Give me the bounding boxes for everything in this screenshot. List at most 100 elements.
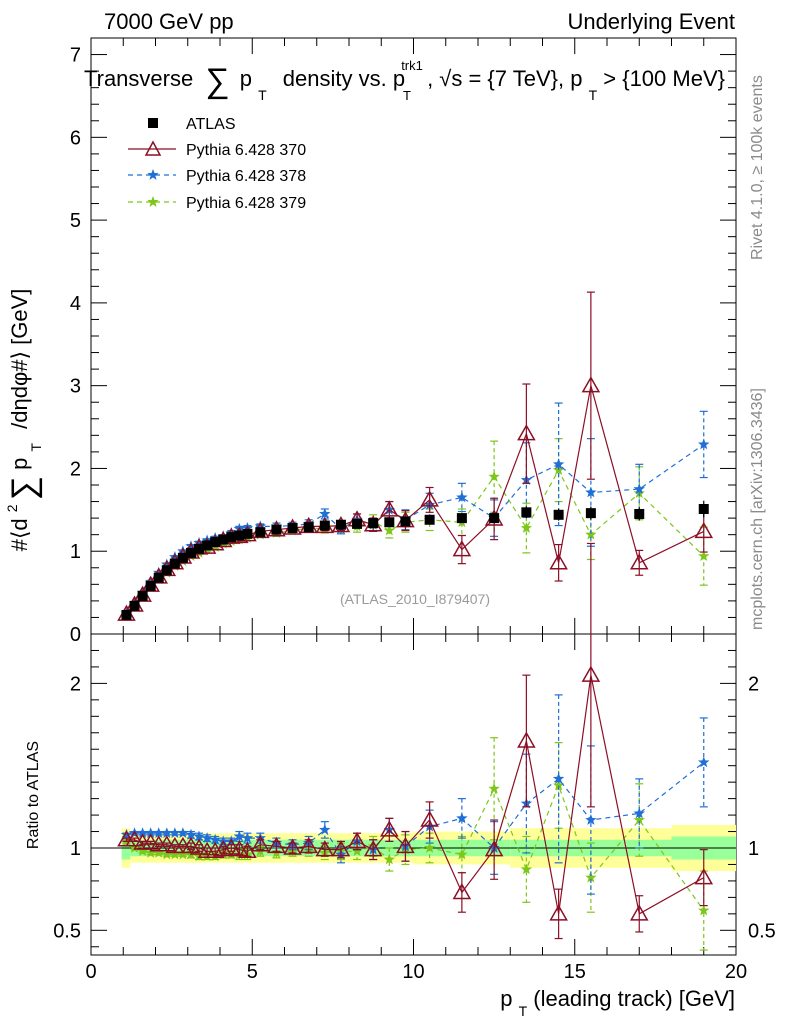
ratio-point-p378 [201,832,213,843]
ratio-point-p370 [238,841,257,859]
main-point-atlas [169,558,180,569]
ratio-axis-ticks: 0.5 0.51 12 20 5 10 15 20 [53,634,776,983]
main-point-p379 [488,470,500,482]
main-point-atlas [271,524,282,535]
ratio-point-p370 [363,840,383,857]
plot-title: Transverse ∑ p T density vs. p trk1 T , … [84,58,725,103]
legend-label-370: Pythia 6.428 370 [186,142,306,159]
main-point-p370 [420,490,439,507]
ratio-point-p379 [153,846,165,858]
main-point-p378 [633,483,645,494]
main-point-atlas [489,513,500,524]
main-point-atlas [424,514,435,525]
ratio-y-tick-label: 2 [70,673,81,695]
main-point-p370 [380,500,399,517]
ratio-point-p378 [209,833,221,845]
ratio-point-p378 [241,832,254,843]
main-point-p378 [456,491,468,503]
main-point-atlas [585,508,596,519]
main-point-p379 [698,550,710,561]
ratio-point-p378 [177,827,189,838]
main-point-atlas [368,518,379,529]
main-point-atlas [234,530,245,541]
main-point-atlas [634,508,645,519]
ratio-point-p370 [213,840,233,857]
ratio-point-p370 [267,836,286,854]
ratio-point-p370 [299,836,318,854]
main-point-p378 [552,458,565,470]
ratio-point-p378 [153,827,165,838]
main-point-atlas [456,513,467,524]
ratio-point-p370 [189,838,209,855]
main-point-atlas [352,518,363,529]
ratio-point-p370 [221,838,241,855]
ratio-plot-marks [117,542,714,951]
svg-text:#⟨d 2 ∑ p: #⟨d 2 ∑ p T /dηdφ#⟩ [GeV] [0,289,46,552]
ratio-point-p379 [552,779,565,791]
ratio-point-p379 [520,863,533,875]
main-point-p378 [585,486,597,498]
x-tick-label: 0 [85,961,96,983]
main-point-p378 [698,438,710,450]
ratio-point-p379 [423,842,436,853]
main-point-p378 [193,536,205,548]
ratio-point-p378 [193,830,205,842]
ratio-series-line-p378 [126,761,705,856]
ratio-point-p379 [193,850,205,862]
main-point-atlas [185,547,196,558]
side-text-rivet: Rivet 4.1.0, ≥ 100k events [749,75,766,260]
ratio-point-p370 [581,665,601,682]
ratio-point-p370 [517,731,536,748]
ratio-point-p378 [552,772,565,784]
y-axis-label-main: #⟨d 2 ∑ p T /dηdφ#⟩ [GeV] [0,289,46,552]
ratio-point-p370 [157,835,177,852]
main-point-atlas [319,520,330,531]
ratio-point-p370 [181,836,201,854]
y-axis-label-ratio: Ratio to ATLAS [25,741,42,849]
main-point-p378 [319,508,331,519]
ratio-point-p379 [201,850,213,862]
main-point-atlas [400,516,411,527]
main-point-p378 [254,520,266,532]
main-point-p370 [452,540,472,557]
legend-star-marker-378 [147,169,159,180]
ratio-point-p370 [452,882,472,900]
legend-item-pythia-378: Pythia 6.428 378 [128,168,306,185]
ratio-point-p378 [633,807,645,819]
ratio-point-p370 [380,820,399,837]
legend-item-pythia-370: Pythia 6.428 370 [128,140,306,159]
ratio-point-p378 [585,814,597,825]
ratio-point-p378 [185,828,197,840]
ratio-point-p379 [145,846,157,858]
ratio-point-p379 [698,904,710,916]
legend-star-marker-379 [147,196,159,207]
ratio-point-p378 [456,812,468,824]
main-point-atlas [210,537,221,548]
ratio-point-p370 [283,838,302,855]
main-y-tick-label: 3 [70,376,81,398]
main-point-atlas [303,522,314,533]
legend-item-pythia-379: Pythia 6.428 379 [128,195,306,212]
ratio-point-p379 [161,848,173,860]
main-point-atlas [137,590,148,601]
ratio-point-p379 [169,848,181,860]
ratio-point-p379 [136,845,149,857]
ratio-point-p370 [420,810,439,827]
ratio-point-p370 [230,840,249,857]
main-point-p370 [694,521,714,539]
main-point-atlas [194,543,205,554]
ratio-point-p379 [456,848,468,860]
main-point-atlas [121,609,132,620]
main-point-p378 [153,566,165,578]
main-point-atlas [177,552,188,563]
ratio-series-line-p370 [126,675,705,915]
ratio-point-p370 [347,831,367,849]
ratio-point-p378 [169,827,181,838]
main-point-p370 [549,553,568,570]
main-y-tick-label: 7 [70,45,81,67]
ratio-point-p370 [396,836,415,854]
ratio-point-p370 [205,841,225,859]
main-y-tick-label: 5 [70,210,81,232]
header-right: Underlying Event [567,9,735,34]
main-point-p378 [185,540,197,552]
